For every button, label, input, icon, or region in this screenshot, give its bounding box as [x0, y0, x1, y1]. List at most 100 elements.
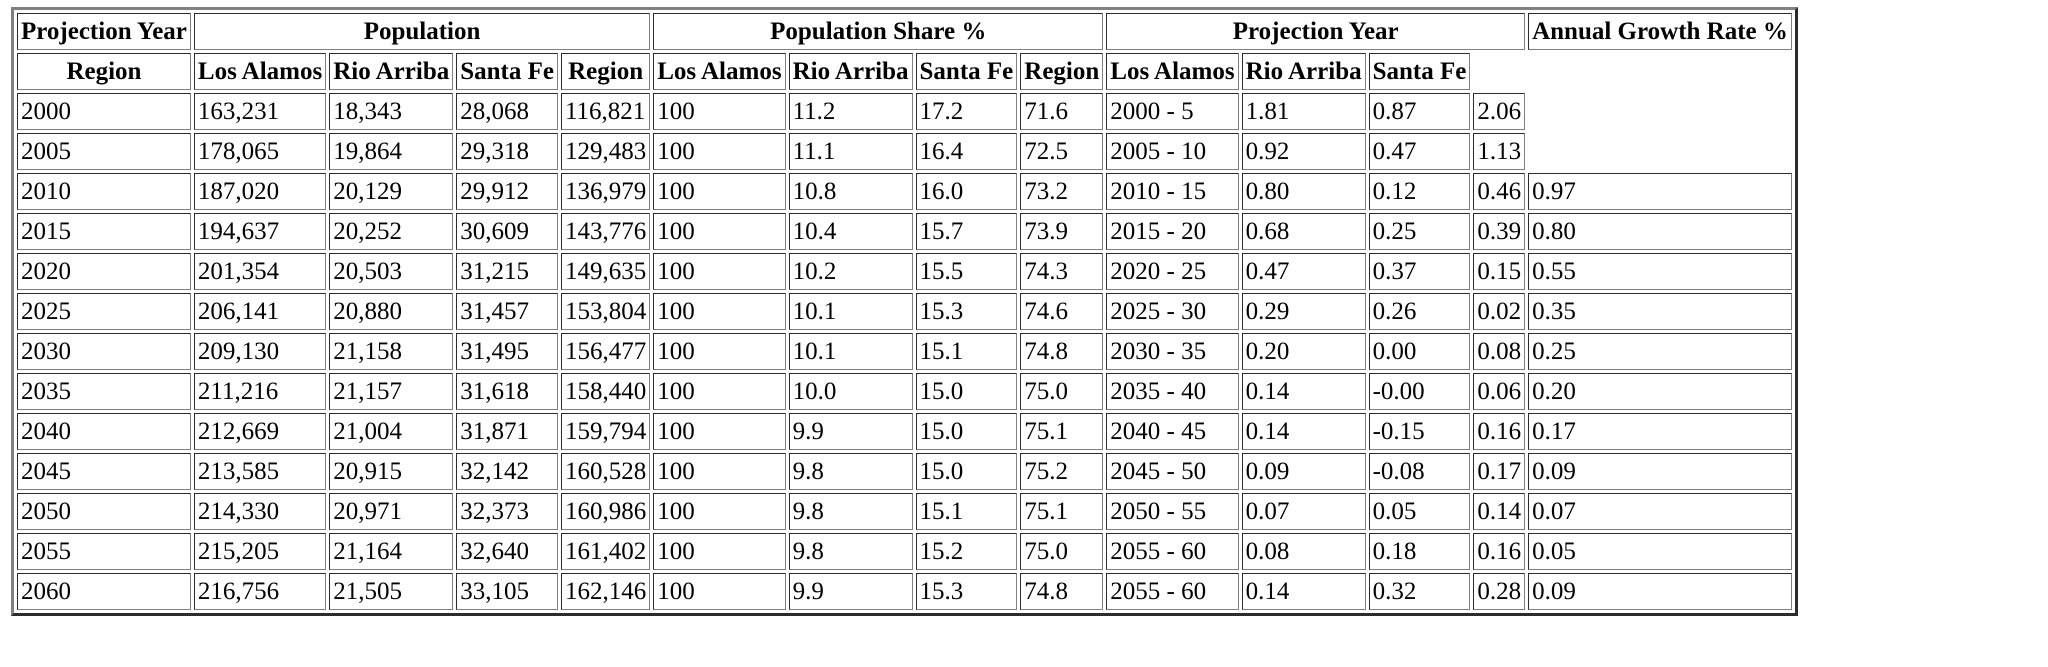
- table-cell: 0.39: [1473, 213, 1526, 250]
- table-cell: 129,483: [560, 133, 651, 170]
- table-cell: 74.3: [1020, 253, 1104, 290]
- table-cell: 0.05: [1528, 533, 1792, 570]
- table-cell: 21,004: [329, 413, 454, 450]
- table-cell: 0.28: [1473, 573, 1526, 610]
- column-header: Rio Arriba: [1241, 53, 1366, 90]
- column-header: Region: [17, 53, 191, 90]
- table-cell: 100: [653, 293, 786, 330]
- table-cell: 21,505: [329, 573, 454, 610]
- population-projection-table: Projection Year Population Population Shar…: [11, 7, 1798, 616]
- table-cell: 0.32: [1368, 573, 1471, 610]
- table-cell: 0.55: [1528, 253, 1792, 290]
- table-cell: 0.15: [1473, 253, 1526, 290]
- table-cell: 18,343: [329, 93, 454, 130]
- table-cell: 162,146: [560, 573, 651, 610]
- table-cell: 0.12: [1368, 173, 1471, 210]
- table-cell: 9.8: [788, 493, 913, 530]
- table-cell: 2045: [17, 453, 191, 490]
- table-cell: 143,776: [560, 213, 651, 250]
- table-cell: 11.1: [788, 133, 913, 170]
- table-row: 2000 163,231 18,343 28,068 116,821 100 11.2 17.…: [17, 93, 1792, 130]
- table-cell: 0.07: [1528, 493, 1792, 530]
- table-cell: 15.1: [915, 333, 1018, 370]
- column-header: Region: [1020, 53, 1104, 90]
- table-cell: 100: [653, 573, 786, 610]
- table-cell: 0.29: [1241, 293, 1366, 330]
- table-cell: 10.0: [788, 373, 913, 410]
- group-header: Population: [193, 13, 651, 50]
- table-cell: 2035: [17, 373, 191, 410]
- table-cell: 100: [653, 213, 786, 250]
- header-row-groups: Projection Year Population Population Shar…: [17, 13, 1792, 50]
- table-cell: 2040 - 45: [1106, 413, 1239, 450]
- table-cell: 10.1: [788, 333, 913, 370]
- table-row: 2045 213,585 20,915 32,142 160,528 100 9.8 15.0…: [17, 453, 1792, 490]
- table-cell: 136,979: [560, 173, 651, 210]
- table-cell: 2030: [17, 333, 191, 370]
- table-cell: 178,065: [193, 133, 327, 170]
- table-cell: 28,068: [456, 93, 558, 130]
- table-cell: 0.87: [1368, 93, 1471, 130]
- table-cell: 2025: [17, 293, 191, 330]
- table-cell: 0.17: [1473, 453, 1526, 490]
- table-cell: 212,669: [193, 413, 327, 450]
- table-cell: 10.1: [788, 293, 913, 330]
- table-row: 2020 201,354 20,503 31,215 149,635 100 10.2 15.…: [17, 253, 1792, 290]
- table-row: 2030 209,130 21,158 31,495 156,477 100 10.1 15.…: [17, 333, 1792, 370]
- table-cell: 0.20: [1528, 373, 1792, 410]
- table-cell: 0.97: [1528, 173, 1792, 210]
- table-cell: 2015: [17, 213, 191, 250]
- table-cell: 2055 - 60: [1106, 533, 1239, 570]
- table-cell: 0.08: [1241, 533, 1366, 570]
- table-cell: 15.2: [915, 533, 1018, 570]
- table-cell: 159,794: [560, 413, 651, 450]
- table-cell: 2035 - 40: [1106, 373, 1239, 410]
- table-cell: 0.46: [1473, 173, 1526, 210]
- table-cell: 0.07: [1241, 493, 1366, 530]
- table-cell: 216,756: [193, 573, 327, 610]
- table-cell: 0.09: [1528, 573, 1792, 610]
- table-cell: 10.8: [788, 173, 913, 210]
- table-cell: 72.5: [1020, 133, 1104, 170]
- table-cell: 20,252: [329, 213, 454, 250]
- table-cell: 149,635: [560, 253, 651, 290]
- table-row: 2025 206,141 20,880 31,457 153,804 100 10.1 15.…: [17, 293, 1792, 330]
- table-cell: 29,318: [456, 133, 558, 170]
- table-cell: 33,105: [456, 573, 558, 610]
- table-cell: 75.1: [1020, 493, 1104, 530]
- table-cell: 15.3: [915, 573, 1018, 610]
- table-cell: 2045 - 50: [1106, 453, 1239, 490]
- column-header: Los Alamos: [193, 53, 327, 90]
- table-cell: 19,864: [329, 133, 454, 170]
- table-cell: 2005: [17, 133, 191, 170]
- table-cell: 194,637: [193, 213, 327, 250]
- group-header: Projection Year: [1106, 13, 1526, 50]
- table-cell: 9.8: [788, 533, 913, 570]
- table-cell: 2025 - 30: [1106, 293, 1239, 330]
- table-head: Projection Year Population Population Shar…: [17, 13, 1792, 90]
- table-cell: 15.5: [915, 253, 1018, 290]
- table-cell: 0.18: [1368, 533, 1471, 570]
- table-cell: 10.2: [788, 253, 913, 290]
- table-cell: 15.0: [915, 373, 1018, 410]
- table-cell: 0.02: [1473, 293, 1526, 330]
- table-cell: 73.2: [1020, 173, 1104, 210]
- table-cell: 100: [653, 373, 786, 410]
- table-cell: 0.00: [1368, 333, 1471, 370]
- table-body: 2000 163,231 18,343 28,068 116,821 100 11.2 17.…: [17, 93, 1792, 610]
- column-header: Los Alamos: [653, 53, 786, 90]
- table-cell: 187,020: [193, 173, 327, 210]
- table-cell: 0.16: [1473, 533, 1526, 570]
- table-cell: 31,215: [456, 253, 558, 290]
- table-cell: 0.47: [1368, 133, 1471, 170]
- table-cell: 75.2: [1020, 453, 1104, 490]
- table-cell: 20,915: [329, 453, 454, 490]
- table-cell: 161,402: [560, 533, 651, 570]
- table-cell: 160,986: [560, 493, 651, 530]
- table-cell: 100: [653, 333, 786, 370]
- table-cell: 0.09: [1241, 453, 1366, 490]
- column-header: Rio Arriba: [788, 53, 913, 90]
- table-cell: 15.0: [915, 413, 1018, 450]
- table-cell: 0.08: [1473, 333, 1526, 370]
- table-cell: 0.14: [1241, 373, 1366, 410]
